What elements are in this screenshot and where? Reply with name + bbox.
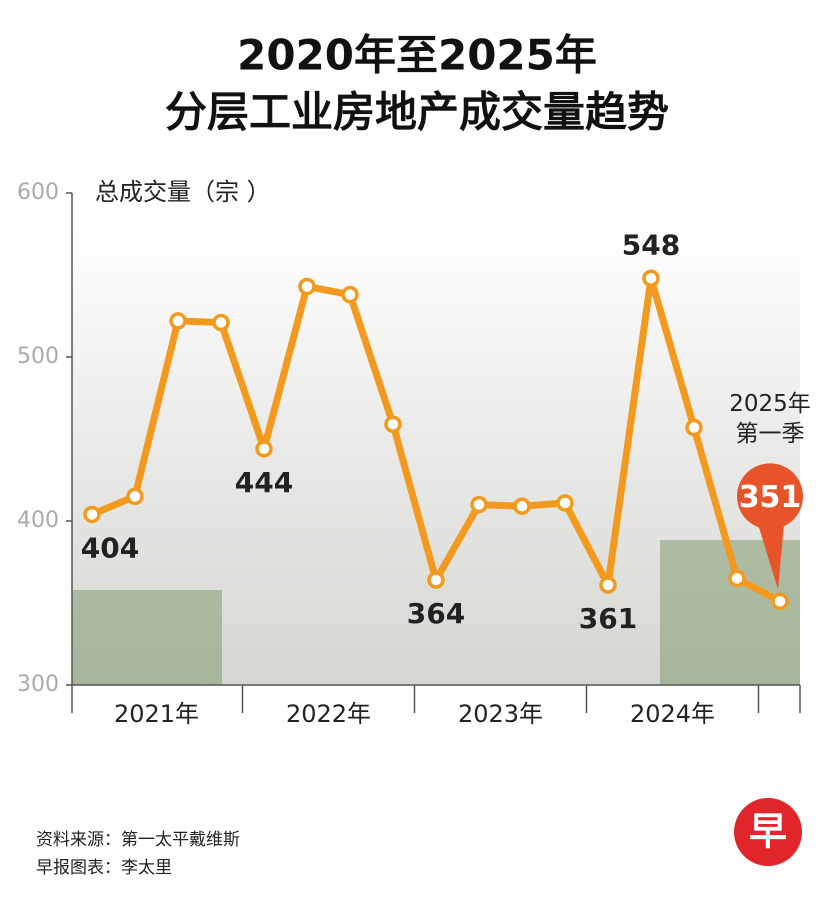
data-label: 548 xyxy=(622,228,680,261)
data-label: 404 xyxy=(81,531,139,564)
data-label: 444 xyxy=(235,466,293,499)
logo-text: 早 xyxy=(749,810,787,854)
annotation: 2025年 xyxy=(729,391,811,417)
point xyxy=(728,569,746,588)
point xyxy=(255,440,273,458)
y-tick-label: 500 xyxy=(17,344,59,369)
chart-title: 2020年至2025年 xyxy=(237,31,597,80)
source: 早报图表：李太里 xyxy=(36,858,172,878)
point xyxy=(83,505,101,524)
source: 资料来源：第一太平戴维斯 xyxy=(36,830,240,850)
point xyxy=(298,277,316,296)
point xyxy=(513,497,531,515)
y-axis-label: 总成交量（宗 ） xyxy=(95,178,271,206)
point xyxy=(126,487,144,506)
point xyxy=(771,592,789,611)
x-tick-label: 2022年 xyxy=(286,700,371,728)
point xyxy=(685,418,703,437)
point xyxy=(556,494,574,512)
background-photo xyxy=(72,225,800,685)
point xyxy=(427,571,445,589)
annotation: 第一季 xyxy=(736,421,805,447)
highlight-bubble xyxy=(737,463,803,530)
highlight-bubble xyxy=(758,524,784,590)
data-label: 351 xyxy=(739,480,802,515)
x-tick-label: 2023年 xyxy=(458,700,543,728)
y-tick-label: 400 xyxy=(17,508,59,533)
point xyxy=(599,576,617,594)
point xyxy=(212,313,230,332)
point xyxy=(384,415,402,433)
data-label: 361 xyxy=(579,602,637,635)
point xyxy=(341,285,359,304)
y-tick-label: 300 xyxy=(17,672,59,697)
chart-title: 分层工业房地产成交量趋势 xyxy=(165,88,669,137)
data-label: 364 xyxy=(407,597,465,630)
point xyxy=(169,312,187,330)
point xyxy=(642,269,660,288)
logo xyxy=(734,798,802,866)
point xyxy=(470,495,488,514)
tree xyxy=(72,590,222,685)
x-tick-label: 2024年 xyxy=(630,700,715,728)
y-tick-label: 600 xyxy=(17,180,59,205)
x-tick-label: 2021年 xyxy=(114,700,199,728)
